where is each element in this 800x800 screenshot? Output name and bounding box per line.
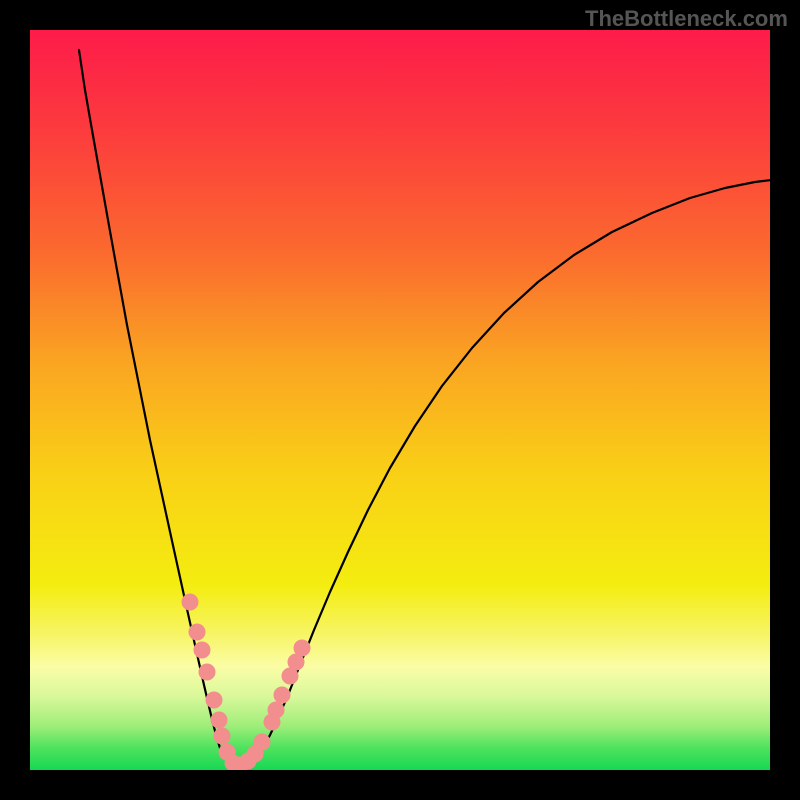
data-marker bbox=[199, 664, 215, 680]
chart-container: TheBottleneck.com bbox=[0, 0, 800, 800]
plot-area bbox=[30, 30, 770, 770]
data-marker bbox=[189, 624, 205, 640]
data-marker bbox=[268, 702, 284, 718]
data-marker bbox=[206, 692, 222, 708]
watermark-text: TheBottleneck.com bbox=[585, 6, 788, 32]
data-marker bbox=[294, 640, 310, 656]
data-marker bbox=[182, 594, 198, 610]
data-marker bbox=[194, 642, 210, 658]
data-marker bbox=[214, 728, 230, 744]
data-marker bbox=[274, 687, 290, 703]
data-marker bbox=[254, 734, 270, 750]
data-marker bbox=[211, 712, 227, 728]
chart-svg bbox=[30, 30, 770, 770]
